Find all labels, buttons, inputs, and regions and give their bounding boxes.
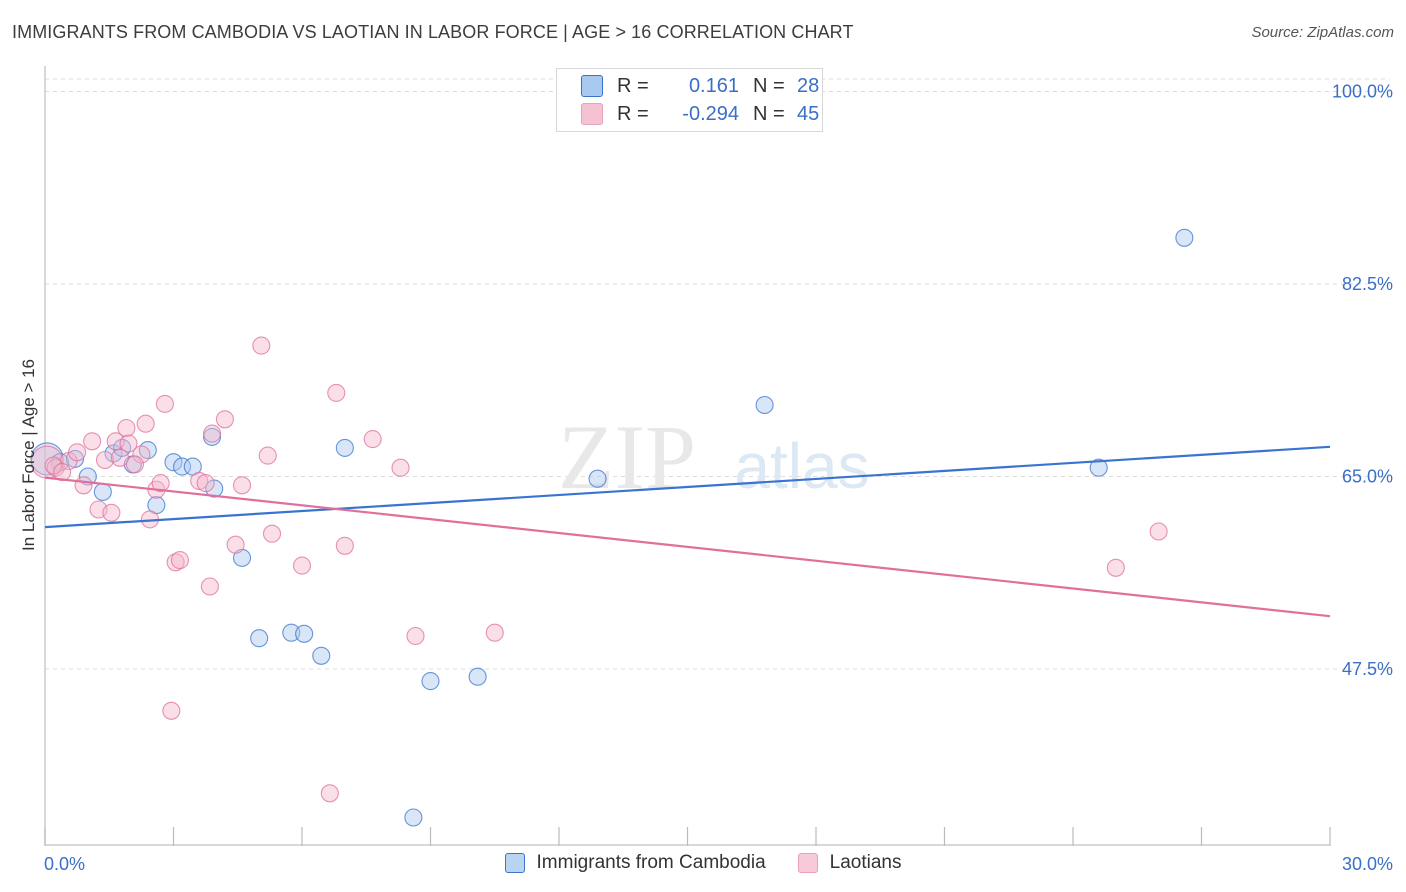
- legend-label-cambodia: Immigrants from Cambodia: [536, 852, 766, 873]
- laotian-point: [162, 701, 181, 720]
- cambodia-point: [173, 457, 192, 476]
- laotians-swatch: [581, 103, 603, 125]
- legend-item-laotians[interactable]: Laotians: [797, 852, 902, 874]
- laotian-point: [406, 626, 425, 646]
- laotian-point: [136, 414, 155, 433]
- legend-swatch-laotians: [797, 853, 818, 873]
- x-tick-label: 0.0%: [44, 854, 85, 874]
- data-points: [30, 228, 1194, 827]
- cambodia-point: [755, 395, 774, 415]
- cambodia-trend-line: [44, 445, 1331, 529]
- bottom-legend: Immigrants from Cambodia Laotians: [0, 852, 1406, 874]
- stats-legend: R = 0.161 N = 28 R = -0.294 N = 45: [556, 68, 823, 132]
- laotian-point: [232, 476, 252, 495]
- laotian-point: [485, 623, 504, 642]
- laotian-point: [1149, 522, 1168, 541]
- laotian-point: [335, 536, 354, 555]
- laotian-point: [262, 524, 282, 543]
- legend-label-laotians: Laotians: [829, 852, 902, 873]
- laotian-point: [117, 419, 136, 438]
- laotian-point: [200, 577, 219, 596]
- laotian-point: [74, 476, 93, 495]
- cambodia-point: [1089, 458, 1108, 477]
- cambodia-swatch: [581, 75, 603, 97]
- chart-title: IMMIGRANTS FROM CAMBODIA VS LAOTIAN IN L…: [12, 22, 854, 42]
- legend-swatch-cambodia: [504, 853, 525, 873]
- laotian-point: [102, 503, 121, 522]
- n-label: N =: [753, 102, 785, 125]
- laotian-trend-line: [44, 476, 1331, 618]
- laotian-point: [226, 535, 245, 554]
- y-tick-label: 82.5%: [1342, 274, 1393, 294]
- cambodia-point: [282, 623, 301, 642]
- stats-row-laotians: R = -0.294 N = 45: [581, 101, 819, 127]
- cambodia-point: [93, 482, 112, 501]
- laotian-point: [68, 443, 87, 462]
- laotian-point: [83, 432, 102, 451]
- y-axis-label: In Labor Force | Age > 16: [19, 359, 38, 551]
- laotian-point: [292, 556, 312, 575]
- legend-item-cambodia[interactable]: Immigrants from Cambodia: [504, 852, 766, 874]
- laotian-point: [125, 455, 144, 474]
- y-tick-label: 47.5%: [1342, 659, 1393, 679]
- laotian-point: [258, 446, 277, 465]
- cambodia-point: [421, 672, 440, 691]
- laotian-point: [252, 336, 271, 355]
- gridlines: [45, 78, 1390, 670]
- tick-labels: 47.5% 65.0% 82.5% 100.0% 0.0% 30.0%: [44, 82, 1393, 875]
- cambodia-point: [164, 453, 183, 472]
- laotian-point: [320, 784, 339, 803]
- laotian-point: [215, 410, 234, 429]
- r-label: R =: [617, 74, 649, 97]
- cambodia-point: [1175, 228, 1194, 247]
- cambodia-point: [205, 479, 224, 498]
- stats-row-cambodia: R = 0.161 N = 28: [581, 73, 819, 99]
- cambodia-point: [404, 808, 423, 827]
- cambodia-point: [588, 469, 607, 488]
- laotian-point: [170, 551, 189, 570]
- laotian-point: [95, 450, 115, 470]
- r-label: R =: [617, 102, 649, 125]
- laotian-point: [1106, 558, 1125, 577]
- n-label: N =: [753, 74, 785, 97]
- n-value: 45: [797, 102, 820, 125]
- cambodia-point: [295, 624, 314, 643]
- trend-lines: [44, 445, 1331, 618]
- source-label: Source: ZipAtlas.com: [1251, 24, 1394, 41]
- laotian-point: [203, 424, 222, 443]
- r-value: -0.294: [682, 102, 739, 125]
- laotian-point: [155, 394, 174, 413]
- x-tick-label: 30.0%: [1342, 854, 1393, 874]
- laotian-point: [196, 474, 215, 493]
- laotian-point: [53, 463, 72, 482]
- laotian-point: [132, 445, 151, 464]
- laotian-point: [363, 430, 382, 449]
- cambodia-point: [335, 438, 354, 457]
- laotian-point: [391, 458, 410, 477]
- n-value: 28: [797, 74, 820, 97]
- watermark-atlas: atlas: [734, 430, 869, 502]
- laotian-point: [327, 383, 346, 402]
- y-tick-label: 65.0%: [1342, 467, 1393, 487]
- cambodia-point: [250, 629, 269, 648]
- y-tick-label: 100.0%: [1332, 82, 1393, 102]
- cambodia-point: [468, 667, 487, 686]
- laotian-point: [151, 474, 170, 493]
- laotian-point: [119, 434, 138, 453]
- cambodia-point: [312, 646, 331, 665]
- laotian-point: [110, 448, 130, 467]
- axes: [44, 66, 1331, 846]
- r-value: 0.161: [688, 74, 739, 97]
